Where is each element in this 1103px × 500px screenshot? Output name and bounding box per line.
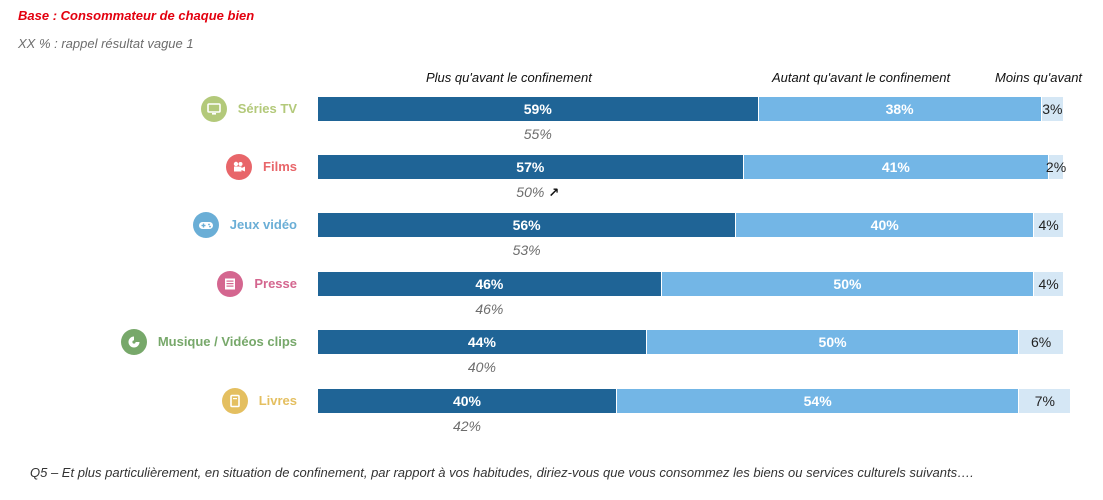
value-label: 41%	[881, 159, 910, 175]
music-disc-icon	[120, 329, 147, 355]
recall-value: 55%	[524, 126, 552, 142]
value-label: 46%	[475, 276, 504, 292]
value-label: 44%	[467, 334, 496, 350]
bar-segment-less: 4%	[1033, 272, 1063, 296]
category-label-jeux-video: Jeux vidéo	[229, 217, 297, 232]
legend-less: Moins qu'avant	[995, 70, 1083, 85]
value-label: 6%	[1031, 334, 1052, 350]
bar-segment-same: 38%	[757, 97, 1041, 121]
bar-segment-more: 59%	[318, 97, 758, 121]
bar-segment-less: 3%	[1040, 97, 1063, 121]
value-label: 40%	[870, 217, 899, 233]
value-label: 40%	[452, 393, 482, 409]
value-label: 56%	[512, 217, 541, 233]
recall-value-text: 50%	[516, 184, 545, 200]
recall-value-text: 40%	[467, 359, 496, 375]
bar-segment-less: 6%	[1018, 330, 1063, 354]
recall-value-text: 53%	[512, 242, 541, 258]
category-label-livres: Livres	[258, 393, 297, 408]
base-note: Base : Consommateur de chaque bien	[18, 8, 255, 23]
recall-value: 50% ↗	[516, 184, 559, 201]
recall-value-text: 55%	[523, 126, 552, 142]
category-label-series-tv: Séries TV	[237, 101, 297, 116]
bar-segment-same: 50%	[660, 272, 1034, 296]
category-label-films: Films	[263, 159, 297, 174]
legend-more: Plus qu'avant le confinement	[426, 70, 592, 85]
recall-value-text: 42%	[452, 418, 482, 434]
bar-segment-more: 46%	[318, 272, 661, 296]
recall-value: 40%	[468, 359, 496, 375]
gamepad-icon	[192, 212, 219, 238]
bar-segment-less: 7%	[1018, 389, 1071, 413]
recall-note: XX % : rappel résultat vague 1	[18, 36, 194, 51]
bar-segment-same: 50%	[645, 330, 1019, 354]
value-label: 59%	[523, 101, 552, 117]
value-label: 50%	[833, 276, 862, 292]
value-label: 54%	[803, 393, 832, 409]
value-label: 3%	[1042, 101, 1063, 117]
value-label: 4%	[1038, 217, 1059, 233]
trend-up-arrow-icon: ↗	[548, 185, 560, 200]
category-label-musique-videos-clips: Musique / Vidéos clips	[157, 334, 297, 349]
legend-same: Autant qu'avant le confinement	[772, 70, 951, 85]
bar-segment-more: 56%	[318, 213, 736, 237]
bar-segment-more: 57%	[318, 155, 743, 179]
recall-value: 42%	[453, 418, 481, 434]
value-label: 4%	[1038, 276, 1059, 292]
bar-segment-less: 2%	[1045, 155, 1067, 179]
tv-icon	[200, 96, 227, 122]
bar-segment-more: 40%	[318, 389, 616, 413]
bar-segment-less: 4%	[1033, 213, 1063, 237]
category-label-presse: Presse	[254, 276, 297, 291]
value-label: 7%	[1034, 393, 1055, 409]
recall-value-text: 46%	[475, 301, 504, 317]
value-label: 57%	[516, 159, 545, 175]
value-label: 2%	[1045, 159, 1067, 175]
bar-segment-same: 54%	[616, 389, 1019, 413]
bar-segment-same: 40%	[735, 213, 1034, 237]
value-label: 38%	[885, 101, 914, 117]
newspaper-icon	[217, 271, 244, 297]
book-icon	[221, 388, 248, 414]
question-footer: Q5 – Et plus particulièrement, en situat…	[30, 465, 974, 480]
bar-segment-more: 44%	[318, 330, 646, 354]
recall-value: 46%	[475, 301, 503, 317]
recall-value: 53%	[513, 242, 541, 258]
value-label: 50%	[818, 334, 847, 350]
bar-segment-same: 41%	[742, 155, 1049, 179]
film-camera-icon	[226, 154, 253, 180]
